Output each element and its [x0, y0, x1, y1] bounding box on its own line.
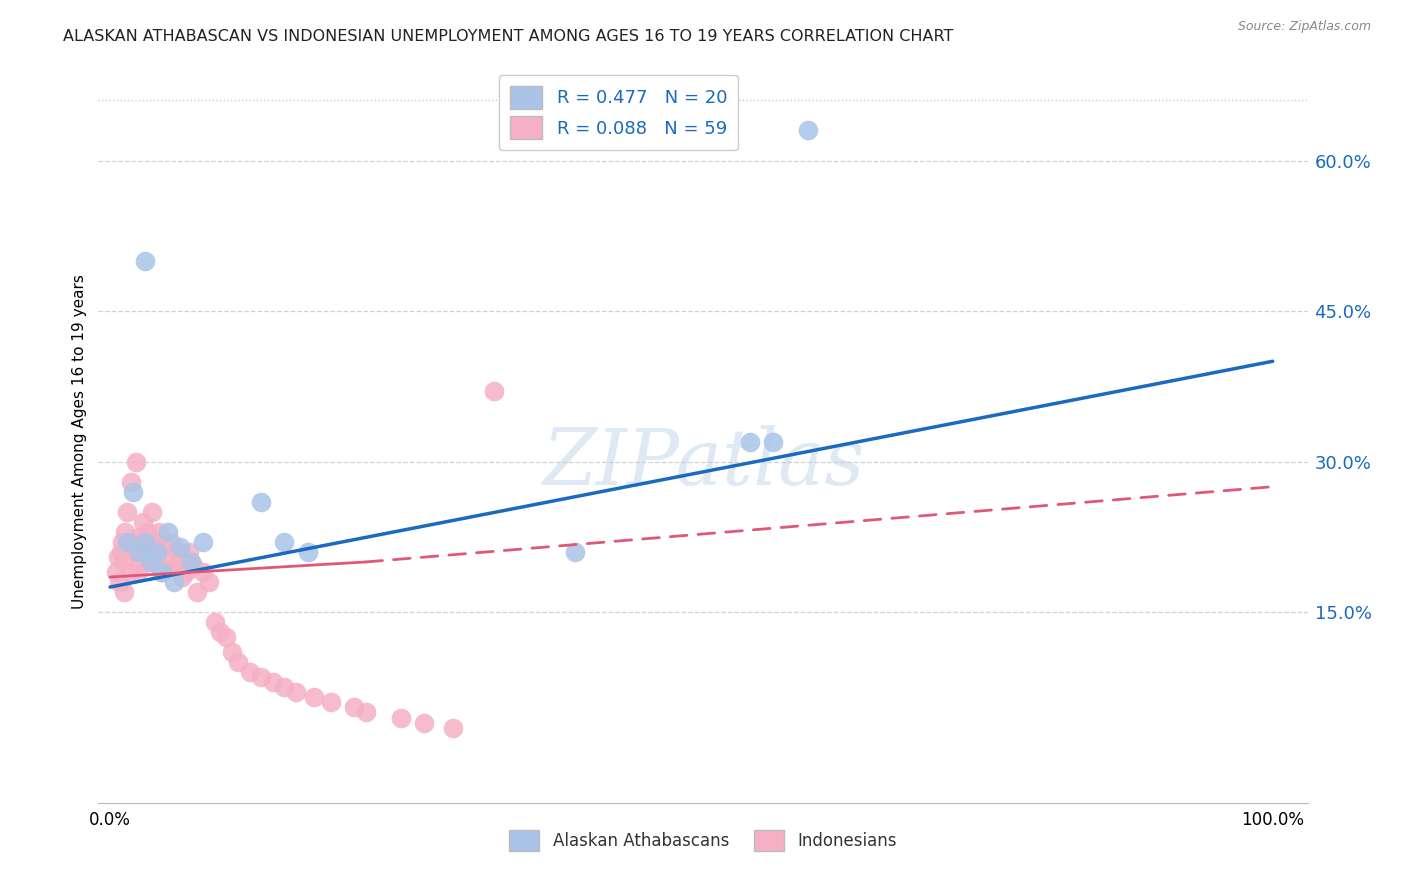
Point — [110, 545, 132, 559]
Point — [134, 254, 156, 268]
Point — [297, 545, 319, 559]
Point — [139, 555, 162, 569]
Point — [204, 615, 226, 630]
Point — [183, 560, 205, 574]
Text: Source: ZipAtlas.com: Source: ZipAtlas.com — [1237, 20, 1371, 33]
Point — [143, 534, 166, 549]
Point — [127, 565, 149, 579]
Point — [166, 545, 188, 559]
Point — [343, 700, 366, 714]
Point — [145, 549, 167, 564]
Point — [215, 630, 238, 644]
Point — [134, 534, 156, 549]
Point — [482, 384, 505, 399]
Point — [198, 575, 221, 590]
Point — [159, 534, 181, 549]
Point — [319, 696, 342, 710]
Point — [157, 555, 180, 569]
Point — [111, 534, 134, 549]
Point — [114, 524, 136, 539]
Point — [134, 534, 156, 549]
Point — [122, 534, 145, 549]
Point — [117, 505, 139, 519]
Point — [186, 585, 208, 599]
Point — [157, 524, 180, 539]
Point — [107, 549, 129, 564]
Point — [273, 534, 295, 549]
Point — [124, 455, 146, 469]
Point — [209, 625, 232, 640]
Point — [148, 524, 170, 539]
Point — [118, 565, 141, 579]
Point — [762, 434, 785, 449]
Point — [104, 565, 127, 579]
Point — [191, 534, 214, 549]
Point — [191, 565, 214, 579]
Point — [169, 540, 191, 554]
Point — [226, 655, 249, 669]
Point — [413, 715, 436, 730]
Point — [564, 545, 586, 559]
Point — [112, 585, 135, 599]
Point — [141, 505, 163, 519]
Point — [108, 575, 131, 590]
Point — [138, 555, 160, 569]
Point — [111, 555, 134, 569]
Point — [150, 565, 173, 579]
Point — [796, 123, 818, 137]
Point — [250, 494, 273, 508]
Point — [172, 570, 194, 584]
Point — [354, 706, 377, 720]
Point — [738, 434, 761, 449]
Point — [135, 545, 157, 559]
Point — [150, 565, 173, 579]
Point — [169, 555, 191, 569]
Point — [124, 545, 146, 559]
Point — [152, 540, 174, 554]
Point — [117, 534, 139, 549]
Point — [122, 484, 145, 499]
Point — [302, 690, 325, 705]
Point — [179, 545, 201, 559]
Point — [389, 710, 412, 724]
Point — [163, 560, 186, 574]
Y-axis label: Unemployment Among Ages 16 to 19 years: Unemployment Among Ages 16 to 19 years — [72, 274, 87, 609]
Point — [221, 645, 243, 659]
Point — [129, 555, 152, 569]
Point — [441, 721, 464, 735]
Point — [136, 524, 159, 539]
Legend: Alaskan Athabascans, Indonesians: Alaskan Athabascans, Indonesians — [501, 822, 905, 860]
Point — [128, 545, 150, 559]
Point — [131, 515, 153, 529]
Point — [145, 545, 167, 559]
Text: ZIPatlas: ZIPatlas — [541, 425, 865, 501]
Text: ALASKAN ATHABASCAN VS INDONESIAN UNEMPLOYMENT AMONG AGES 16 TO 19 YEARS CORRELAT: ALASKAN ATHABASCAN VS INDONESIAN UNEMPLO… — [63, 29, 953, 44]
Point — [120, 475, 142, 489]
Point — [262, 675, 284, 690]
Point — [174, 565, 197, 579]
Point — [128, 530, 150, 544]
Point — [250, 670, 273, 684]
Point — [163, 575, 186, 590]
Point — [239, 665, 262, 680]
Point — [180, 555, 202, 569]
Point — [285, 685, 308, 699]
Point — [273, 681, 295, 695]
Point — [180, 555, 202, 569]
